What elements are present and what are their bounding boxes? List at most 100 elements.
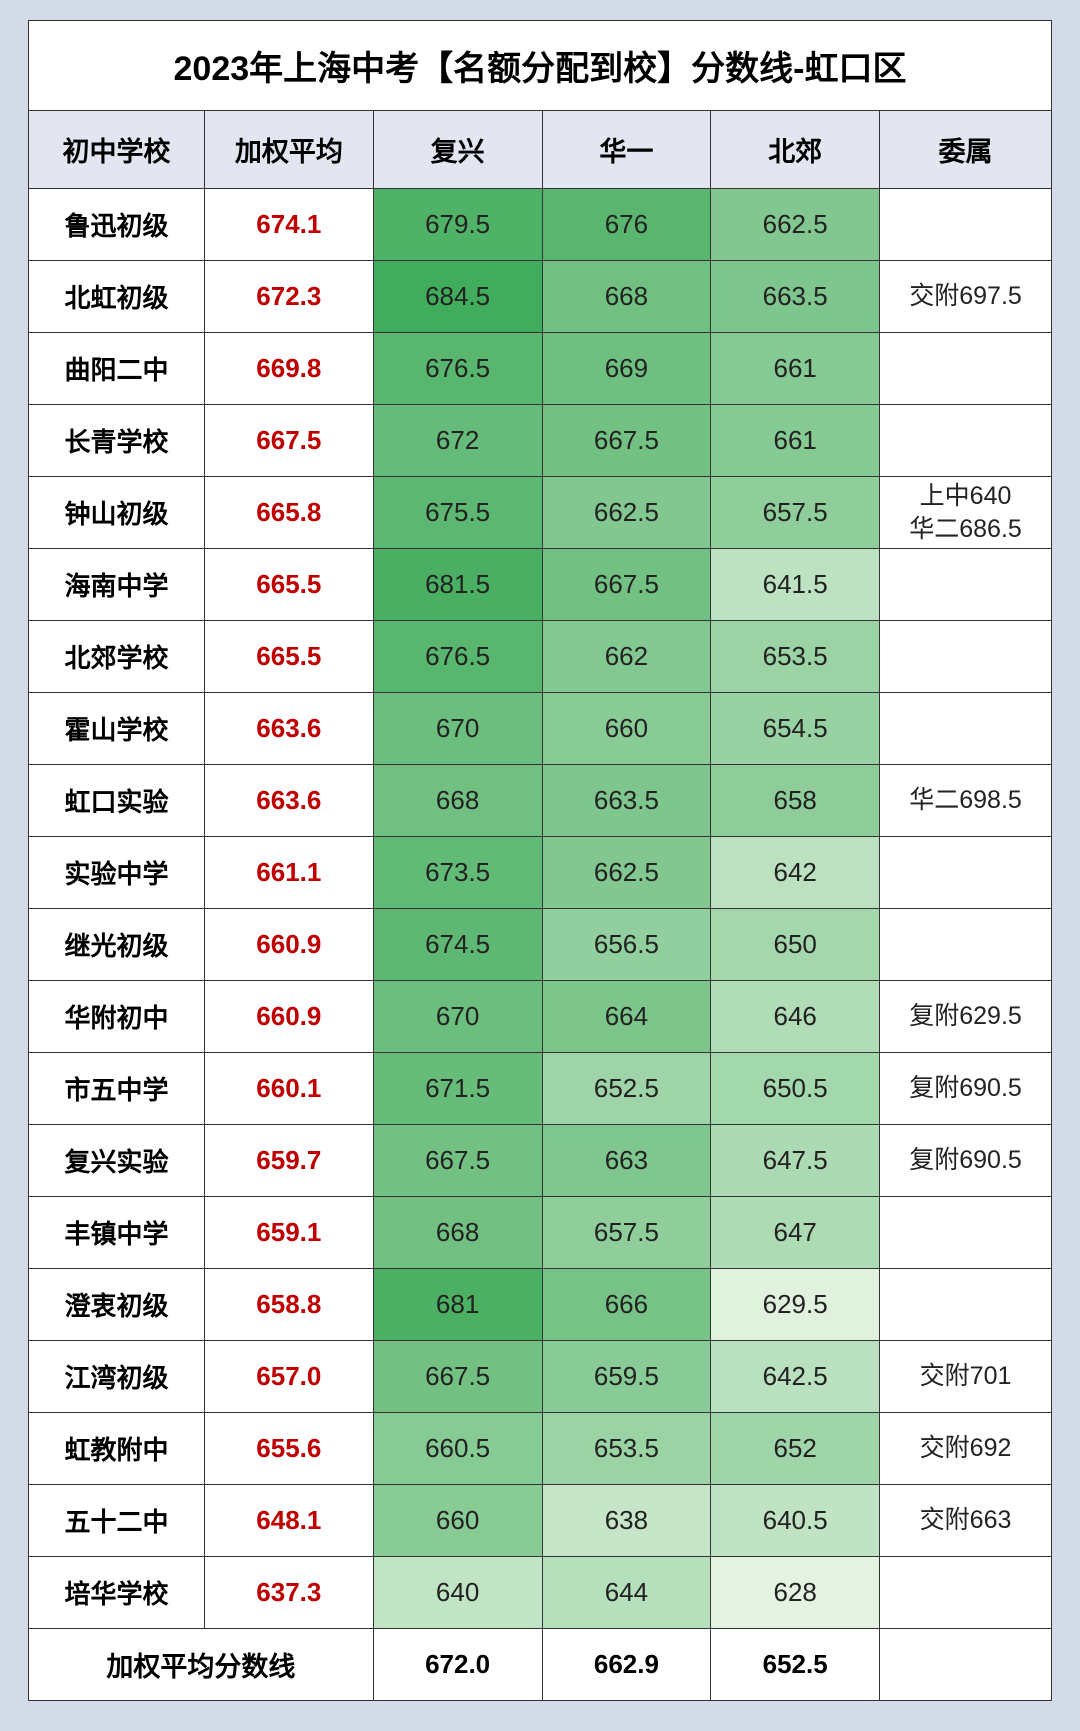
score-cell: 642.5 <box>711 1341 880 1413</box>
weighted-avg: 665.5 <box>204 621 373 693</box>
table-row: 复兴实验659.7667.5663647.5复附690.5 <box>29 1125 1052 1197</box>
affiliated-cell <box>880 1197 1052 1269</box>
affiliated-cell <box>880 189 1052 261</box>
school-name: 钟山初级 <box>29 477 205 549</box>
weighted-avg: 648.1 <box>204 1485 373 1557</box>
score-cell: 668 <box>373 1197 542 1269</box>
weighted-avg: 661.1 <box>204 837 373 909</box>
score-cell: 652.5 <box>542 1053 711 1125</box>
score-cell: 668 <box>373 765 542 837</box>
header-cell: 加权平均 <box>204 111 373 189</box>
school-name: 继光初级 <box>29 909 205 981</box>
table-row: 市五中学660.1671.5652.5650.5复附690.5 <box>29 1053 1052 1125</box>
affiliated-cell: 交附697.5 <box>880 261 1052 333</box>
affiliated-cell <box>880 405 1052 477</box>
score-cell: 641.5 <box>711 549 880 621</box>
score-cell: 657.5 <box>542 1197 711 1269</box>
weighted-avg: 658.8 <box>204 1269 373 1341</box>
score-cell: 667.5 <box>373 1125 542 1197</box>
affiliated-cell <box>880 837 1052 909</box>
score-cell: 674.5 <box>373 909 542 981</box>
weighted-avg: 667.5 <box>204 405 373 477</box>
header-row: 初中学校加权平均复兴华一北郊委属 <box>29 111 1052 189</box>
score-cell: 673.5 <box>373 837 542 909</box>
score-cell: 662.5 <box>542 837 711 909</box>
score-cell: 667.5 <box>542 405 711 477</box>
affiliated-cell: 交附701 <box>880 1341 1052 1413</box>
table-row: 实验中学661.1673.5662.5642 <box>29 837 1052 909</box>
score-cell: 672 <box>373 405 542 477</box>
header-cell: 初中学校 <box>29 111 205 189</box>
score-cell: 652 <box>711 1413 880 1485</box>
school-name: 实验中学 <box>29 837 205 909</box>
score-cell: 628 <box>711 1557 880 1629</box>
score-table: 2023年上海中考【名额分配到校】分数线-虹口区 初中学校加权平均复兴华一北郊委… <box>28 20 1052 1701</box>
affiliated-cell: 交附692 <box>880 1413 1052 1485</box>
table-row: 华附初中660.9670664646复附629.5 <box>29 981 1052 1053</box>
weighted-avg: 672.3 <box>204 261 373 333</box>
table-wrapper: 2023年上海中考【名额分配到校】分数线-虹口区 初中学校加权平均复兴华一北郊委… <box>0 0 1080 1731</box>
score-cell: 642 <box>711 837 880 909</box>
score-cell: 650 <box>711 909 880 981</box>
table-row: 北郊学校665.5676.5662653.5 <box>29 621 1052 693</box>
affiliated-cell: 复附690.5 <box>880 1125 1052 1197</box>
score-cell: 629.5 <box>711 1269 880 1341</box>
table-title: 2023年上海中考【名额分配到校】分数线-虹口区 <box>29 21 1052 111</box>
affiliated-cell <box>880 1269 1052 1341</box>
school-name: 虹口实验 <box>29 765 205 837</box>
weighted-avg: 657.0 <box>204 1341 373 1413</box>
table-row: 五十二中648.1660638640.5交附663 <box>29 1485 1052 1557</box>
score-cell: 644 <box>542 1557 711 1629</box>
affiliated-cell: 复附690.5 <box>880 1053 1052 1125</box>
score-cell: 653.5 <box>711 621 880 693</box>
score-cell: 663.5 <box>542 765 711 837</box>
header-cell: 复兴 <box>373 111 542 189</box>
table-row: 虹教附中655.6660.5653.5652交附692 <box>29 1413 1052 1485</box>
table-row: 培华学校637.3640644628 <box>29 1557 1052 1629</box>
table-row: 长青学校667.5672667.5661 <box>29 405 1052 477</box>
school-name: 培华学校 <box>29 1557 205 1629</box>
table-row: 曲阳二中669.8676.5669661 <box>29 333 1052 405</box>
affiliated-cell: 复附629.5 <box>880 981 1052 1053</box>
score-cell: 660.5 <box>373 1413 542 1485</box>
school-name: 鲁迅初级 <box>29 189 205 261</box>
score-cell: 670 <box>373 693 542 765</box>
affiliated-cell <box>880 333 1052 405</box>
school-name: 曲阳二中 <box>29 333 205 405</box>
score-cell: 662.5 <box>542 477 711 549</box>
header-cell: 华一 <box>542 111 711 189</box>
weighted-avg: 637.3 <box>204 1557 373 1629</box>
score-cell: 684.5 <box>373 261 542 333</box>
score-cell: 654.5 <box>711 693 880 765</box>
weighted-avg: 659.1 <box>204 1197 373 1269</box>
weighted-avg: 665.5 <box>204 549 373 621</box>
affiliated-cell <box>880 621 1052 693</box>
weighted-avg: 660.1 <box>204 1053 373 1125</box>
table-row: 北虹初级672.3684.5668663.5交附697.5 <box>29 261 1052 333</box>
affiliated-cell: 华二698.5 <box>880 765 1052 837</box>
school-name: 市五中学 <box>29 1053 205 1125</box>
score-cell: 640.5 <box>711 1485 880 1557</box>
weighted-avg: 663.6 <box>204 765 373 837</box>
school-name: 海南中学 <box>29 549 205 621</box>
footer-value: 662.9 <box>542 1629 711 1701</box>
affiliated-cell <box>880 909 1052 981</box>
weighted-avg: 660.9 <box>204 981 373 1053</box>
weighted-avg: 655.6 <box>204 1413 373 1485</box>
table-row: 江湾初级657.0667.5659.5642.5交附701 <box>29 1341 1052 1413</box>
score-cell: 675.5 <box>373 477 542 549</box>
score-cell: 656.5 <box>542 909 711 981</box>
footer-label: 加权平均分数线 <box>29 1629 374 1701</box>
score-cell: 640 <box>373 1557 542 1629</box>
weighted-avg: 665.8 <box>204 477 373 549</box>
school-name: 霍山学校 <box>29 693 205 765</box>
score-cell: 661 <box>711 405 880 477</box>
school-name: 长青学校 <box>29 405 205 477</box>
score-cell: 668 <box>542 261 711 333</box>
table-row: 钟山初级665.8675.5662.5657.5上中640华二686.5 <box>29 477 1052 549</box>
school-name: 五十二中 <box>29 1485 205 1557</box>
school-name: 澄衷初级 <box>29 1269 205 1341</box>
score-cell: 663 <box>542 1125 711 1197</box>
score-cell: 667.5 <box>373 1341 542 1413</box>
score-cell: 671.5 <box>373 1053 542 1125</box>
